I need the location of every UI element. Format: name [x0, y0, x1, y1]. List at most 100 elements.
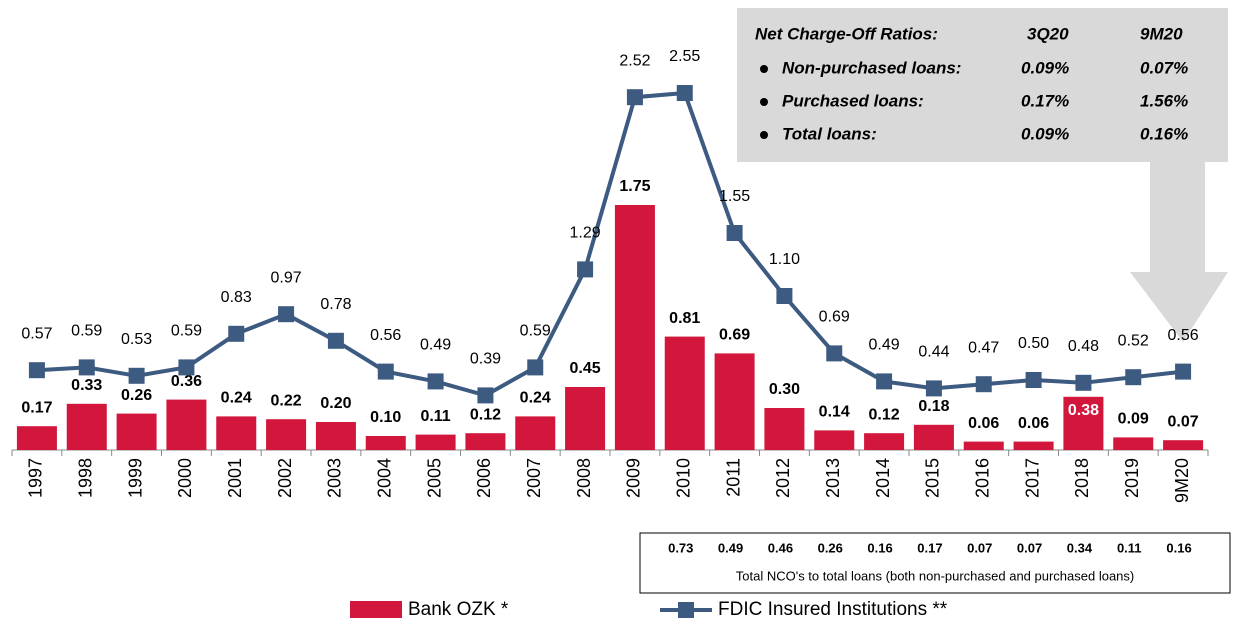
x-tick-label: 2019	[1122, 458, 1142, 498]
bar	[565, 387, 606, 450]
bar-value-label: 0.69	[719, 327, 750, 344]
line-value-label: 0.57	[21, 325, 52, 342]
bar-value-label: 0.11	[420, 408, 450, 425]
legend-swatch	[350, 601, 402, 618]
line-value-label: 0.47	[968, 339, 999, 356]
bar	[515, 416, 556, 450]
line-marker	[1025, 372, 1042, 388]
line-marker	[377, 363, 394, 380]
nco-value: 0.34	[1067, 540, 1093, 555]
bar	[764, 408, 805, 450]
bar-value-label: 0.81	[669, 310, 700, 327]
line-marker	[228, 325, 245, 342]
x-tick-label: 2004	[375, 458, 395, 498]
bar	[1113, 437, 1154, 450]
line-marker	[278, 306, 295, 323]
line-value-label: 0.59	[520, 323, 551, 340]
bar	[16, 426, 57, 450]
callout-header: 3Q20	[1027, 24, 1069, 43]
bar	[963, 441, 1004, 450]
line-marker	[1175, 363, 1192, 380]
line-marker	[128, 367, 145, 384]
bar	[315, 422, 356, 450]
nco-value: 0.16	[867, 540, 892, 555]
line-value-label: 1.55	[719, 188, 750, 205]
line-value-label: 0.49	[420, 337, 451, 354]
x-tick-label: 2000	[175, 458, 195, 498]
bar	[365, 436, 406, 450]
line-marker	[527, 359, 544, 376]
bar-value-label: 0.06	[968, 415, 999, 432]
x-tick-label: 2011	[723, 458, 743, 497]
callout-cell: 0.07%	[1140, 58, 1188, 77]
callout-cell: Non-purchased loans:	[782, 58, 961, 77]
line-value-label: 0.48	[1068, 338, 1099, 355]
callout-cell: Total loans:	[782, 124, 877, 143]
bar-value-label: 0.22	[271, 392, 302, 409]
callout-cell: 0.09%	[1021, 124, 1069, 143]
line-value-label: 0.69	[819, 309, 850, 326]
callout-cell: 0.16%	[1140, 124, 1188, 143]
line-value-label: 0.97	[271, 269, 302, 286]
x-tick-label: 2008	[574, 458, 594, 498]
line-value-label: 0.83	[221, 289, 252, 306]
bar	[266, 419, 307, 450]
x-tick-label: 9M20	[1172, 458, 1192, 503]
bar	[116, 413, 157, 450]
line-value-label: 0.39	[470, 351, 501, 368]
bar-value-label: 1.75	[619, 178, 650, 195]
nco-value: 0.07	[1017, 540, 1042, 555]
line-marker	[925, 380, 942, 397]
line-marker	[178, 359, 195, 376]
bar-value-label: 0.09	[1118, 411, 1149, 428]
line-value-label: 0.44	[918, 344, 949, 361]
bar	[664, 336, 705, 450]
nco-value: 0.11	[1117, 540, 1142, 555]
bar-value-label: 0.10	[370, 409, 401, 426]
nco-value: 0.46	[768, 540, 793, 555]
line-marker	[78, 359, 95, 376]
line-value-label: 1.29	[570, 225, 601, 242]
callout-cell: 0.09%	[1021, 58, 1069, 77]
callout-arrow	[1130, 162, 1228, 342]
callout-header: 9M20	[1140, 24, 1183, 43]
line-value-label: 0.56	[370, 327, 401, 344]
line-marker	[876, 373, 893, 390]
bar-value-label: 0.20	[320, 395, 351, 412]
line-value-label: 0.49	[869, 337, 900, 354]
line-marker	[975, 376, 992, 393]
x-tick-label: 2014	[873, 458, 893, 498]
callout-box	[737, 8, 1228, 162]
bar-value-label: 0.45	[570, 360, 601, 377]
legend-label: FDIC Insured Institutions **	[718, 599, 948, 620]
bar	[216, 416, 257, 450]
callout-cell: 1.56%	[1140, 91, 1188, 110]
line-marker	[1125, 369, 1142, 386]
bar	[166, 399, 207, 450]
bar	[814, 430, 855, 450]
nco-table-box	[639, 532, 1231, 594]
nco-value: 0.26	[818, 540, 843, 555]
line-value-label: 0.52	[1118, 332, 1149, 349]
bar-value-label: 0.07	[1168, 413, 1199, 430]
line-marker	[327, 332, 344, 349]
bar	[66, 403, 107, 450]
line-marker	[28, 362, 45, 379]
bar	[614, 205, 655, 450]
line-value-label: 2.52	[619, 52, 650, 69]
line-marker	[577, 261, 594, 278]
line-value-label: 0.78	[320, 296, 351, 313]
legend-label: Bank OZK *	[408, 599, 509, 620]
x-tick-label: 2002	[275, 458, 295, 498]
bar-value-label: 0.12	[869, 406, 900, 423]
nco-value: 0.17	[917, 540, 942, 555]
line-value-label: 0.59	[171, 323, 202, 340]
bullet	[760, 98, 768, 106]
line-value-label: 2.55	[669, 48, 700, 65]
bar-value-label: 0.30	[769, 381, 800, 398]
callout-cell: Purchased loans:	[782, 91, 924, 110]
line-value-label: 0.50	[1018, 335, 1049, 352]
x-tick-label: 2017	[1022, 458, 1042, 498]
x-tick-label: 2005	[424, 458, 444, 498]
